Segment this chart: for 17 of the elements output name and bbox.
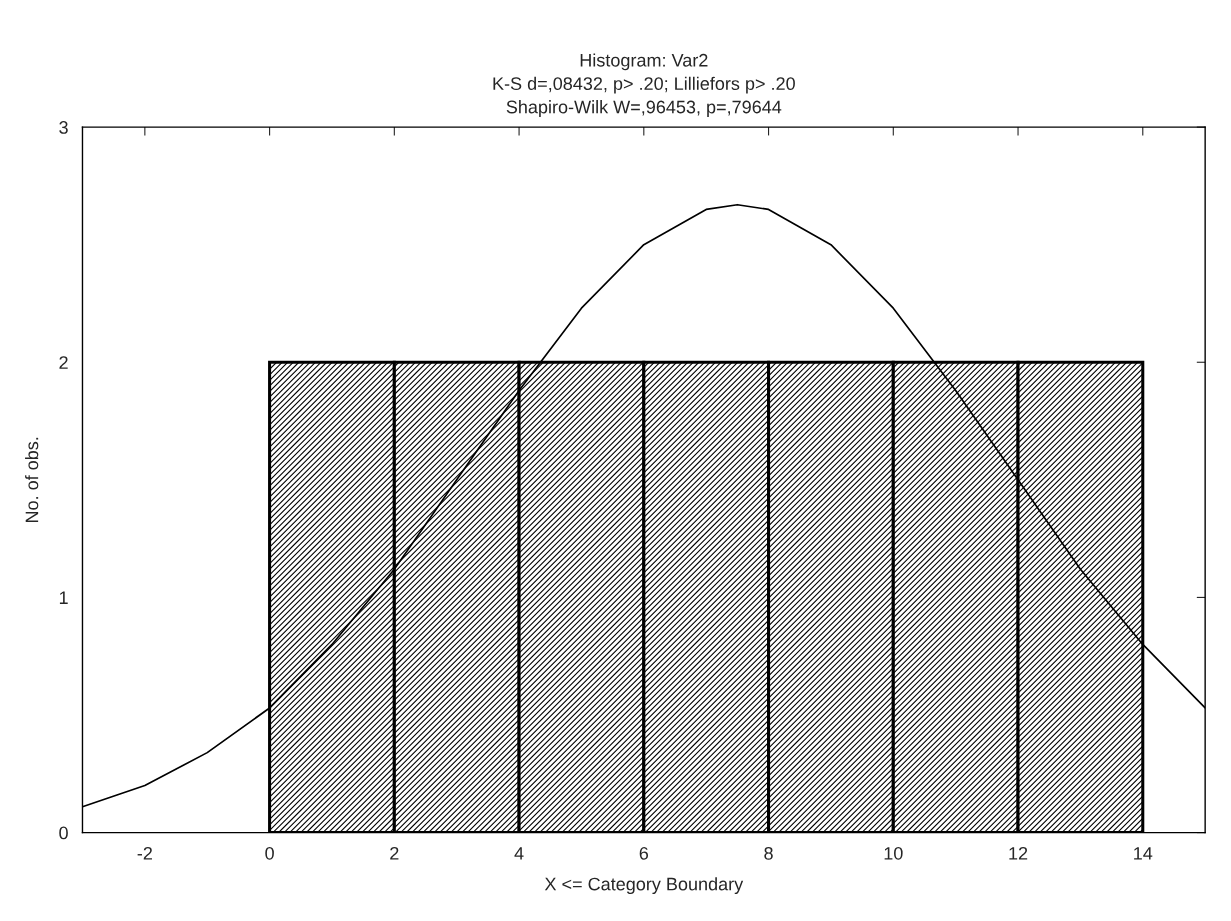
x-tick-label: 2 xyxy=(390,846,399,860)
x-tick-label: 0 xyxy=(265,846,274,860)
y-axis-title: No. of obs. xyxy=(25,437,39,523)
y-tick-label: 3 xyxy=(59,121,68,134)
y-tick-label: 0 xyxy=(59,826,68,840)
x-tick-label: 8 xyxy=(764,846,773,860)
y-tick-label: 2 xyxy=(59,356,68,369)
x-axis-title: X <= Category Boundary xyxy=(544,877,744,895)
x-tick-label: 6 xyxy=(639,846,649,860)
x-tick-label: 10 xyxy=(884,846,903,860)
x-tick-label: 12 xyxy=(1009,846,1028,860)
chart-subtitle: K-S d=,08432, p> .20; Lilliefors p> .20 Shapiro-Wilk W=,96453, p=,79644 xyxy=(493,76,795,117)
chart-title: Histogram: Var2 xyxy=(580,53,708,71)
y-tick-label: 1 xyxy=(59,591,68,604)
x-tick-label: 4 xyxy=(514,847,524,860)
x-tick-label: -2 xyxy=(137,846,152,860)
x-tick-label: 14 xyxy=(1134,847,1153,860)
